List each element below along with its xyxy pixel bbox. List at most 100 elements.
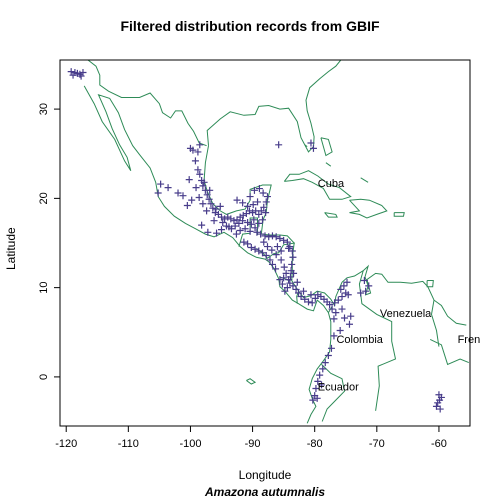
occurrence-point [314, 377, 322, 385]
occurrence-point [285, 276, 293, 284]
occurrence-point [330, 332, 338, 340]
occurrence-point [341, 314, 349, 322]
occurrence-point [307, 291, 315, 299]
occurrence-point [259, 189, 267, 197]
occurrence-point [337, 285, 345, 293]
occurrence-point [311, 294, 319, 302]
occurrence-point [251, 245, 259, 253]
occurrence-point [209, 204, 217, 212]
place-label: Venezuela [380, 308, 432, 320]
occurrence-point [316, 371, 324, 379]
coastline-segment [325, 162, 332, 167]
occurrence-point [280, 263, 288, 271]
coastline-segment [393, 212, 405, 217]
occurrence-point [331, 299, 339, 307]
occurrence-point [247, 220, 255, 228]
occurrence-point [282, 269, 290, 277]
occurrence-point [227, 215, 235, 223]
occurrence-point [435, 391, 443, 399]
occurrence-point [265, 233, 273, 241]
occurrence-point [283, 238, 291, 246]
occurrence-point [263, 243, 271, 251]
occurrence-point [334, 296, 342, 304]
occurrence-point [318, 381, 326, 389]
occurrence-point [251, 224, 259, 232]
occurrence-point [289, 282, 297, 290]
occurrence-point [328, 305, 336, 313]
occurrence-point [272, 265, 280, 273]
occurrence-point [206, 186, 214, 194]
plot-frame [59, 59, 471, 427]
occurrence-point [262, 209, 270, 217]
occurrence-point [219, 218, 227, 226]
occurrence-point [295, 289, 303, 297]
occurrence-point [292, 285, 300, 293]
occurrence-point [313, 394, 321, 402]
occurrence-point [235, 219, 243, 227]
occurrence-point [199, 182, 207, 190]
occurrence-point [188, 196, 196, 204]
occurrence-point [191, 157, 199, 165]
coastline-segment [83, 85, 332, 424]
occurrence-point [301, 295, 309, 303]
occurrence-point [268, 246, 276, 254]
occurrence-point [196, 170, 204, 178]
x-tick-label: -70 [369, 438, 385, 450]
occurrence-point [340, 282, 348, 290]
y-tick-label: 0 [38, 374, 50, 380]
occurrence-point [268, 260, 276, 268]
occurrence-point [253, 228, 261, 236]
occurrence-point [319, 365, 327, 373]
occurrence-point [278, 280, 286, 288]
chart-title: Filtered distribution records from GBIF [120, 18, 380, 34]
occurrence-point [285, 244, 293, 252]
x-tick-label: -90 [245, 438, 261, 450]
occurrence-point [283, 284, 291, 292]
occurrence-point [246, 193, 254, 201]
occurrence-point [250, 186, 258, 194]
occurrence-point [257, 230, 265, 238]
x-axis-label: Longitude [238, 468, 292, 482]
coastline-segment [321, 364, 346, 422]
occurrence-point [277, 256, 285, 264]
occurrence-point [224, 213, 232, 221]
occurrence-point [255, 219, 263, 227]
occurrence-point [239, 217, 247, 225]
occurrence-point [288, 247, 296, 255]
occurrence-point [246, 227, 254, 235]
y-tick-label: 10 [38, 282, 50, 294]
occurrence-point [254, 198, 262, 206]
occurrence-point [199, 200, 207, 208]
occurrence-point [196, 141, 204, 149]
occurrence-point [231, 222, 239, 230]
occurrence-point [268, 232, 276, 240]
place-label: Fren [458, 334, 481, 346]
coastline-segment [304, 144, 308, 147]
y-tick-label: 20 [38, 192, 50, 204]
occurrence-point [259, 249, 267, 257]
occurrence-point [250, 216, 258, 224]
coastline-segment [320, 137, 333, 157]
occurrence-point [189, 146, 197, 154]
occurrence-point [365, 282, 373, 290]
occurrence-point [240, 238, 248, 246]
occurrence-point [330, 315, 338, 323]
place-labels-layer: Cuba Venezuela Colombia Ecuador Fren [318, 178, 480, 394]
occurrence-point [297, 293, 305, 301]
coastline-segment [324, 212, 338, 218]
occurrence-point [194, 166, 202, 174]
occurrence-point [198, 221, 206, 229]
y-axis-label: Latitude [4, 227, 18, 270]
occurrence-point [249, 209, 257, 217]
occurrence-point [332, 309, 340, 317]
occurrence-point [183, 202, 191, 210]
occurrence-point [277, 247, 285, 255]
place-label: Ecuador [318, 381, 359, 393]
coastline-segment [206, 60, 342, 153]
occurrence-point [212, 205, 220, 213]
occurrence-point [195, 193, 203, 201]
occurrence-point [262, 251, 270, 259]
occurrence-point [432, 402, 440, 410]
occurrence-point [204, 228, 212, 236]
